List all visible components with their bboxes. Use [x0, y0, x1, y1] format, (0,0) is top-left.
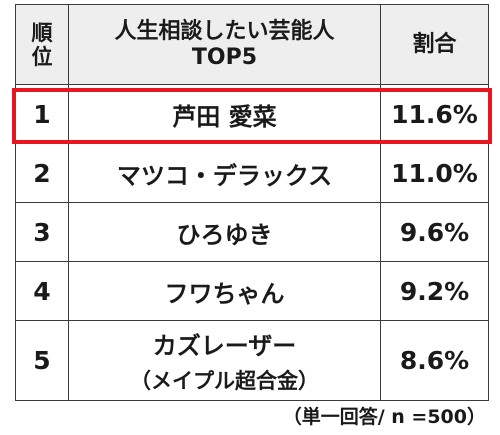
rank-cell: 5 — [15, 320, 69, 401]
table-row: 4 フワちゃん 9.2% — [15, 261, 489, 321]
rank-cell: 3 — [15, 202, 69, 262]
table-row: 3 ひろゆき 9.6% — [15, 202, 489, 262]
footnote: （単一回答/ n =500） — [282, 406, 486, 428]
table-row: 1 芦田 愛菜 11.6% — [15, 84, 489, 144]
header-rank-char2: 位 — [31, 44, 53, 69]
header-name-line1: 人生相談したい芸能人 — [114, 18, 335, 44]
name-cell: ひろゆき — [68, 202, 381, 262]
header-name-line2: TOP5 — [191, 44, 258, 70]
rank-cell: 1 — [15, 84, 69, 144]
table-header-row: 順 位 人生相談したい芸能人 TOP5 割合 — [15, 4, 489, 85]
share-cell: 8.6% — [380, 320, 489, 401]
rank-cell: 2 — [15, 143, 69, 203]
name-main: カズレーザー — [152, 332, 297, 360]
table-row: 5 カズレーザー （メイプル超合金） 8.6% — [15, 320, 489, 401]
share-cell: 11.0% — [380, 143, 489, 203]
rank-cell: 4 — [15, 261, 69, 321]
ranking-table: 順 位 人生相談したい芸能人 TOP5 割合 1 芦田 愛菜 11.6% 2 マ… — [15, 4, 489, 401]
ranking-table-wrap: 順 位 人生相談したい芸能人 TOP5 割合 1 芦田 愛菜 11.6% 2 マ… — [15, 4, 489, 401]
name-cell: 芦田 愛菜 — [68, 84, 381, 144]
header-name: 人生相談したい芸能人 TOP5 — [68, 4, 381, 85]
table-row: 2 マツコ・デラックス 11.0% — [15, 143, 489, 203]
header-rank-char1: 順 — [31, 20, 53, 45]
header-share: 割合 — [380, 4, 489, 85]
share-cell: 11.6% — [380, 84, 489, 144]
header-rank: 順 位 — [15, 4, 69, 85]
name-cell: マツコ・デラックス — [68, 143, 381, 203]
name-cell: フワちゃん — [68, 261, 381, 321]
name-sub: （メイプル超合金） — [130, 369, 319, 393]
share-cell: 9.2% — [380, 261, 489, 321]
share-cell: 9.6% — [380, 202, 489, 262]
name-cell: カズレーザー （メイプル超合金） — [68, 320, 381, 401]
